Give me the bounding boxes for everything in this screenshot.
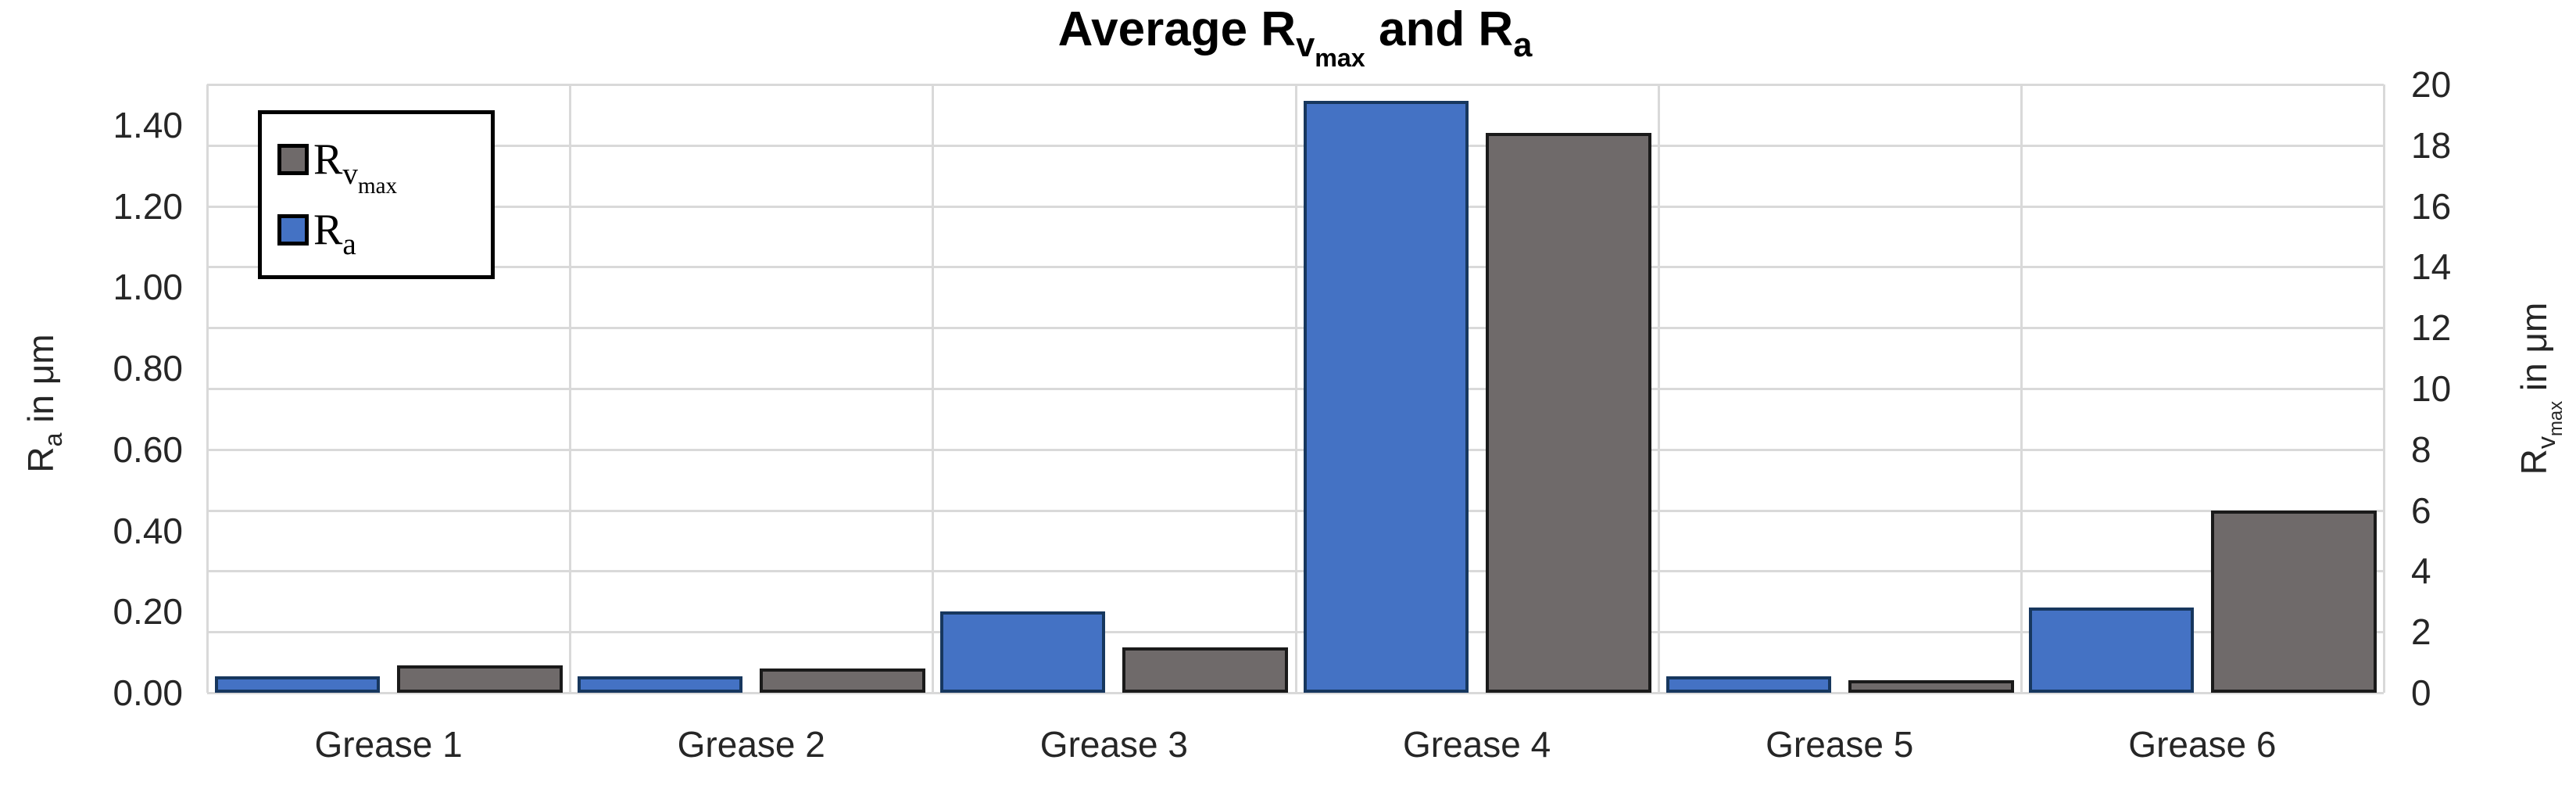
text-fragment: a [342,227,356,261]
right-axis-tick-label: 14 [2411,246,2452,288]
text-fragment: in μm [2513,302,2554,401]
left-axis-tick-label: 0.60 [113,428,183,470]
text-fragment: in μm [20,334,61,433]
right-axis-tick-label: 10 [2411,368,2452,409]
gridline-vertical [1657,84,1660,693]
category-label: Grease 1 [314,724,463,765]
legend-label: Rvmax [313,134,397,199]
ra-bar [215,676,380,693]
gridline-vertical [569,84,572,693]
ra-bar [1665,676,1831,693]
rvmax-bar [397,665,563,693]
text-fragment: max [2546,400,2567,437]
ra-bar [1303,100,1469,693]
text-fragment: a [1513,27,1533,65]
rvmax-bar [760,668,926,693]
gridline-vertical [2020,84,2023,693]
text-fragment: R [2513,449,2554,475]
right-axis-tick-label: 18 [2411,124,2452,166]
right-axis-tick-label: 8 [2411,428,2431,470]
legend-label: Ra [313,205,356,261]
ra-swatch-icon [277,214,309,246]
rvmax-bar [1485,133,1651,693]
gridline-vertical [932,84,935,693]
left-axis-tick-label: 0.80 [113,348,183,389]
rvmax-bar [1122,647,1289,693]
text-fragment: R [313,206,343,254]
ra-bar [578,676,743,693]
gridline-vertical [206,84,209,693]
rvmax-bar [2210,510,2377,693]
text-fragment: and R [1365,2,1514,56]
left-axis-tick-label: 1.20 [113,185,183,227]
right-axis-tick-label: 6 [2411,489,2431,531]
right-axis-tick-label: 0 [2411,672,2431,713]
gridline-horizontal [207,692,2384,694]
text-fragment: v [2531,436,2560,450]
gridline-vertical [2383,84,2385,693]
legend-item-rvmax: Rvmax [277,134,491,199]
legend-item-ra: Ra [277,205,491,261]
rvmax-bar [1848,680,2014,693]
text-fragment: v [342,156,358,191]
left-axis-tick-label: 1.40 [113,104,183,145]
category-label: Grease 3 [1039,724,1189,765]
right-axis-tick-label: 12 [2411,307,2452,349]
right-axis-tick-label: 20 [2411,64,2452,105]
legend: Rvmax Ra [258,110,495,279]
right-axis-tick-label: 4 [2411,550,2431,592]
rvmax-swatch-icon [277,144,309,175]
text-fragment: R [20,446,61,473]
text-fragment: max [1315,44,1365,73]
left-axis-tick-label: 0.40 [113,510,183,551]
right-axis-title: Rvmax in μm [2513,302,2567,475]
chart-title: Average Rvmax and Ra [1057,2,1533,72]
text-fragment: R [313,135,343,184]
category-label: Grease 6 [2128,724,2277,765]
ra-bar [2028,608,2194,693]
gridline-vertical [1294,84,1297,693]
category-label: Grease 2 [677,724,825,765]
left-axis-tick-label: 0.00 [113,672,183,713]
text-fragment: v [1296,27,1315,65]
text-fragment: max [357,173,398,199]
category-label: Grease 5 [1766,724,1914,765]
left-axis-tick-label: 1.00 [113,267,183,308]
text-fragment: a [38,432,67,447]
left-axis-title: Ra in μm [20,334,67,473]
ra-bar [940,611,1106,693]
category-label: Grease 4 [1402,724,1551,765]
right-axis-tick-label: 16 [2411,185,2452,227]
text-fragment: Average R [1057,2,1297,56]
left-axis-tick-label: 0.20 [113,591,183,633]
right-axis-tick-label: 2 [2411,611,2431,653]
